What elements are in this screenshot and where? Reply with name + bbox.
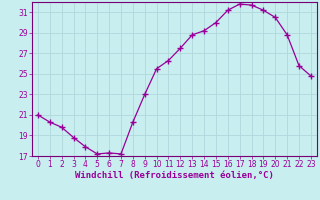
X-axis label: Windchill (Refroidissement éolien,°C): Windchill (Refroidissement éolien,°C) bbox=[75, 171, 274, 180]
